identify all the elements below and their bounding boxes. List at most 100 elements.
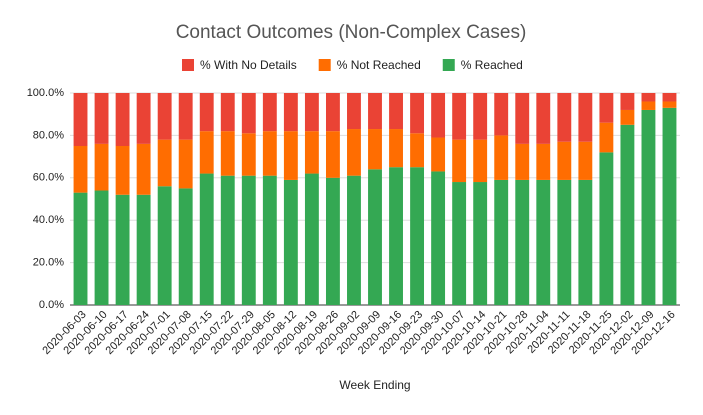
bar-segment — [641, 109, 656, 306]
bar-segment — [304, 173, 319, 305]
bar-segment — [557, 179, 572, 305]
bar-segment — [620, 124, 635, 305]
x-axis-label: Week Ending — [339, 378, 410, 392]
y-tick-label: 100.0% — [27, 87, 65, 99]
bar-segment — [220, 93, 235, 132]
bar-segment — [515, 143, 530, 180]
bar-segment — [494, 93, 509, 136]
bar-segment — [641, 101, 656, 110]
bar-segment — [157, 93, 172, 140]
bar-segment — [94, 190, 109, 305]
bar-segment — [283, 131, 298, 180]
bar-segment — [368, 93, 382, 130]
bar-segment — [241, 175, 256, 305]
bar-segment — [494, 179, 509, 305]
bar-segment — [199, 173, 214, 305]
bar-segment — [157, 186, 172, 305]
legend-label: % With No Details — [200, 58, 297, 72]
bar-segment — [136, 194, 151, 305]
bar-segment — [662, 101, 677, 108]
bar-segment — [94, 143, 109, 191]
bar-segment — [73, 192, 88, 305]
bar-segment — [199, 93, 214, 132]
bar-segment — [178, 188, 193, 305]
bar-segment — [452, 182, 467, 305]
bar-segment — [73, 93, 88, 146]
y-tick-label: 60.0% — [33, 172, 64, 184]
bar-segment — [494, 135, 509, 180]
bar-segment — [431, 93, 446, 138]
bar-segment — [347, 129, 361, 176]
bar-segment — [620, 93, 635, 110]
bar-segment — [599, 152, 614, 305]
bar-segment — [304, 93, 319, 132]
bar-segment — [536, 93, 551, 144]
bar-segment — [557, 93, 572, 142]
bar-segment — [473, 182, 488, 305]
bar-segment — [220, 175, 235, 305]
bar-segment — [220, 131, 235, 176]
bar-segment — [347, 93, 361, 130]
bar-segment — [325, 131, 340, 178]
bar-segment — [557, 141, 572, 180]
bar-segment — [178, 93, 193, 140]
bar-segment — [73, 146, 88, 193]
bar-segment — [325, 93, 340, 132]
bar-segment — [262, 93, 277, 132]
bar-segment — [283, 93, 298, 132]
legend-swatch — [442, 59, 455, 71]
bar-segment — [662, 107, 677, 305]
bar-segment — [473, 139, 488, 183]
bar-segment — [431, 171, 446, 305]
bar-segment — [368, 169, 382, 305]
y-tick-label: 40.0% — [33, 214, 64, 226]
legend-label: % Not Reached — [337, 58, 421, 72]
bar-segment — [241, 93, 256, 134]
bar-segment — [662, 93, 677, 102]
bar-segment — [515, 179, 530, 305]
bar-segment — [115, 146, 130, 195]
bar-segment — [115, 93, 130, 146]
bar-segment — [452, 93, 467, 140]
bar-segment — [410, 133, 425, 168]
bar-segment — [431, 137, 446, 172]
bar-segment — [389, 129, 403, 168]
bar-segment — [410, 167, 425, 305]
bar-segment — [515, 93, 530, 144]
bar-segment — [325, 177, 340, 305]
bar-segment — [94, 93, 109, 144]
bar-segment — [199, 131, 214, 174]
legend-label: % Reached — [461, 58, 523, 72]
bar-segment — [452, 139, 467, 183]
bar-segment — [283, 179, 298, 305]
bar-segment — [136, 143, 151, 195]
bar-segment — [262, 175, 277, 305]
bar-segment — [410, 93, 425, 134]
bar-segment — [578, 141, 593, 180]
bar-segment — [304, 131, 319, 174]
bar-segment — [620, 109, 635, 125]
bar-segment — [368, 129, 382, 170]
bar-segment — [599, 93, 614, 123]
bar-segment — [241, 133, 256, 176]
bar-segment — [599, 122, 614, 153]
bar-segment — [578, 93, 593, 142]
bar-segment — [536, 179, 551, 305]
y-tick-label: 0.0% — [39, 299, 64, 311]
legend-swatch — [318, 59, 331, 71]
bar-segment — [115, 194, 130, 305]
chart-title: Contact Outcomes (Non-Complex Cases) — [176, 22, 527, 43]
bar-segment — [157, 139, 172, 187]
bar-segment — [473, 93, 488, 140]
bar-segment — [389, 167, 403, 305]
bar-segment — [262, 131, 277, 176]
bar-segment — [347, 175, 361, 305]
bar-segment — [389, 93, 403, 130]
legend-swatch — [182, 59, 194, 71]
bar-segment — [136, 93, 151, 144]
bar-segment — [178, 139, 193, 189]
bar-segment — [578, 179, 593, 305]
y-tick-label: 20.0% — [33, 257, 64, 269]
bar-segment — [641, 93, 656, 102]
